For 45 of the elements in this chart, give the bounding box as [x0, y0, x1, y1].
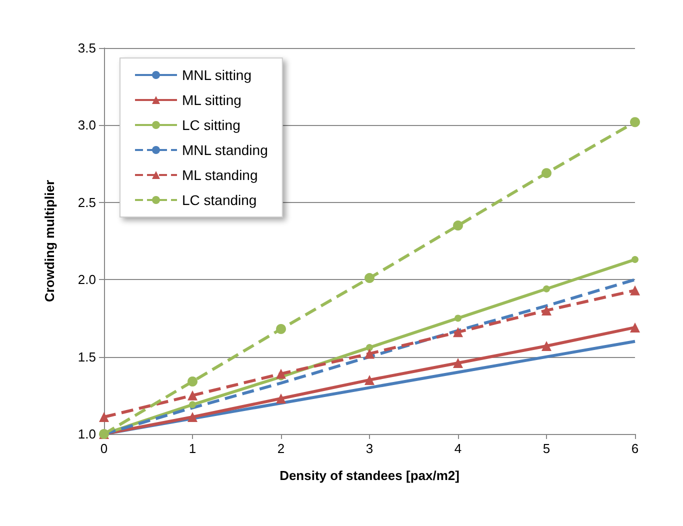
x-tick-label: 4 — [454, 441, 462, 456]
point — [543, 285, 550, 292]
point — [632, 256, 638, 264]
x-tick-label: 3 — [366, 441, 374, 456]
x-axis-title: Density of standees [pax/m2] — [280, 468, 460, 483]
point — [189, 401, 196, 408]
point — [276, 324, 286, 334]
y-tick-label: 3.5 — [78, 40, 96, 56]
point — [630, 117, 640, 128]
y-tick-label: 1.5 — [78, 349, 96, 364]
x-tick-label: 5 — [542, 441, 550, 456]
point — [364, 273, 374, 284]
point — [188, 412, 198, 422]
legend-label: LC standing — [182, 192, 257, 208]
point — [453, 220, 463, 231]
y-tick-label: 3.0 — [78, 118, 96, 133]
legend-label: LC sitting — [182, 117, 240, 133]
x-tick-label: 0 — [100, 441, 108, 456]
y-tick-label: 2.5 — [78, 194, 96, 210]
x-tick-label: 1 — [188, 441, 196, 456]
point — [542, 168, 552, 178]
y-tick-label: 2.0 — [78, 272, 96, 288]
y-axis-title: Crowding multiplier — [42, 180, 57, 302]
point — [454, 314, 462, 322]
x-tick-label: 2 — [277, 441, 285, 456]
point — [188, 390, 198, 400]
point — [276, 368, 286, 379]
point — [630, 285, 640, 296]
point — [364, 348, 374, 359]
x-tick-label: 6 — [631, 441, 639, 456]
legend-label: MNL standing — [182, 142, 268, 158]
point — [188, 376, 198, 386]
point — [99, 412, 109, 422]
y-tick-label: 1.0 — [78, 426, 96, 442]
point — [364, 374, 374, 385]
point — [542, 305, 552, 316]
point — [366, 344, 373, 352]
legend-label: MNL sitting — [182, 67, 252, 83]
point — [453, 358, 463, 368]
point — [542, 340, 552, 351]
legend-label: ML sitting — [182, 92, 242, 108]
point — [276, 393, 286, 404]
point — [453, 327, 463, 338]
point — [630, 322, 640, 332]
legend-label: ML standing — [182, 167, 258, 183]
